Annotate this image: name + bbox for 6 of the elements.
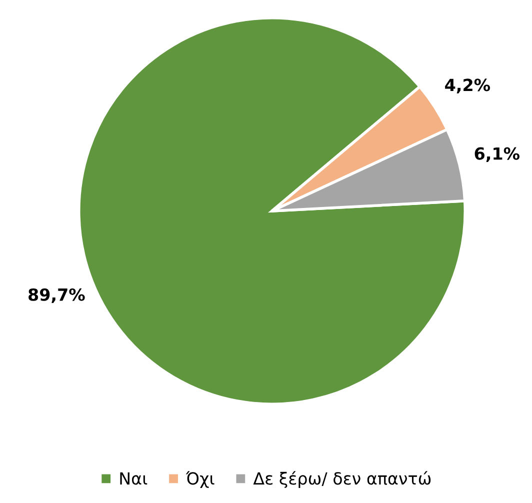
legend-label: Ναι bbox=[120, 472, 148, 485]
legend-label: Δε ξέρω/ δεν απαντώ bbox=[253, 471, 431, 488]
data-label: 6,1% bbox=[474, 147, 520, 162]
data-label: 4,2% bbox=[445, 78, 490, 94]
legend-label: Όχι bbox=[186, 471, 214, 488]
data-label: 89,7% bbox=[28, 288, 85, 304]
